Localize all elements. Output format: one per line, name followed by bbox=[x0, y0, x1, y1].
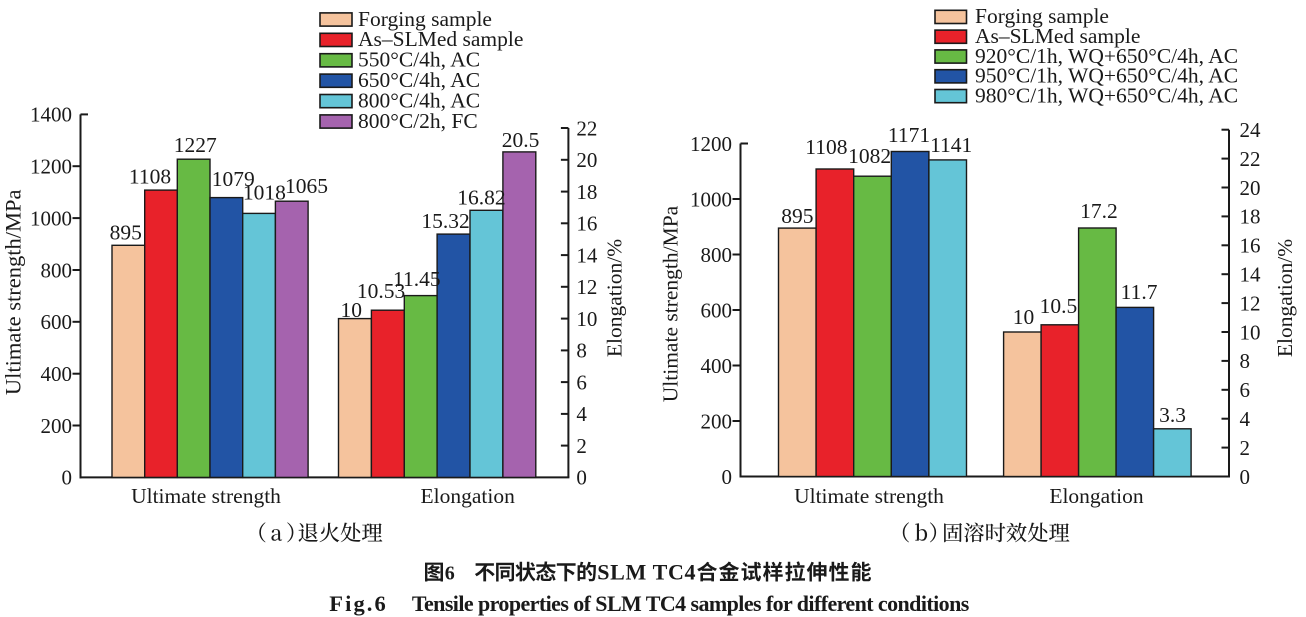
svg-text:4: 4 bbox=[576, 402, 587, 426]
svg-text:10: 10 bbox=[576, 307, 597, 331]
svg-text:1200: 1200 bbox=[690, 132, 732, 156]
svg-text:1108: 1108 bbox=[805, 135, 847, 159]
svg-text:0: 0 bbox=[576, 466, 587, 490]
svg-text:16: 16 bbox=[1240, 234, 1261, 258]
svg-text:1079: 1079 bbox=[212, 167, 255, 191]
svg-text:10.53: 10.53 bbox=[357, 279, 405, 303]
svg-text:10.5: 10.5 bbox=[1040, 294, 1078, 318]
svg-text:895: 895 bbox=[110, 221, 142, 245]
svg-text:12: 12 bbox=[576, 275, 597, 299]
svg-text:600: 600 bbox=[41, 310, 73, 334]
svg-text:6: 6 bbox=[1240, 378, 1251, 402]
svg-text:20: 20 bbox=[1240, 176, 1261, 200]
svg-text:10: 10 bbox=[341, 298, 363, 322]
svg-text:Elongation: Elongation bbox=[1049, 484, 1144, 508]
svg-text:Fig.6: Fig.6 bbox=[329, 591, 386, 616]
svg-text:11.45: 11.45 bbox=[393, 267, 441, 291]
svg-text:Tensile properties of SLM TC4: Tensile properties of SLM TC4 samples fo… bbox=[412, 591, 970, 616]
svg-text:1000: 1000 bbox=[690, 187, 732, 211]
svg-text:1200: 1200 bbox=[30, 155, 72, 179]
svg-text:As–SLMed sample: As–SLMed sample bbox=[358, 27, 523, 51]
svg-text:1082: 1082 bbox=[848, 144, 891, 168]
svg-text:980°C/1h, WQ+650°C/4h, AC: 980°C/1h, WQ+650°C/4h, AC bbox=[975, 83, 1238, 107]
svg-text:Elongation: Elongation bbox=[421, 484, 516, 508]
svg-text:15.32: 15.32 bbox=[421, 209, 469, 233]
svg-text:0: 0 bbox=[62, 466, 73, 490]
svg-text:1000: 1000 bbox=[30, 206, 72, 230]
svg-text:895: 895 bbox=[781, 204, 813, 228]
svg-text:8: 8 bbox=[576, 339, 587, 363]
svg-text:0: 0 bbox=[1240, 465, 1251, 489]
svg-text:650°C/4h, AC: 650°C/4h, AC bbox=[358, 68, 480, 92]
svg-text:24: 24 bbox=[1240, 118, 1262, 142]
svg-text:Elongation/%: Elongation/% bbox=[1273, 239, 1297, 357]
svg-text:Ultimate strength: Ultimate strength bbox=[794, 484, 944, 508]
svg-text:18: 18 bbox=[1240, 205, 1261, 229]
svg-text:Ultimate strength/MPa: Ultimate strength/MPa bbox=[659, 205, 683, 402]
svg-text:18: 18 bbox=[576, 180, 597, 204]
svg-text:3.3: 3.3 bbox=[1159, 403, 1186, 427]
svg-text:1108: 1108 bbox=[129, 165, 171, 189]
svg-text:1065: 1065 bbox=[285, 174, 328, 198]
svg-text:20: 20 bbox=[576, 148, 597, 172]
svg-text:20.5: 20.5 bbox=[502, 128, 540, 152]
svg-text:600: 600 bbox=[701, 298, 733, 322]
svg-text:950°C/1h, WQ+650°C/4h, AC: 950°C/1h, WQ+650°C/4h, AC bbox=[975, 64, 1238, 88]
svg-text:Forging sample: Forging sample bbox=[358, 7, 492, 31]
svg-text:Elongation/%: Elongation/% bbox=[602, 239, 626, 357]
svg-text:800°C/2h, FC: 800°C/2h, FC bbox=[358, 109, 478, 133]
svg-text:8: 8 bbox=[1240, 349, 1251, 373]
svg-text:As–SLMed sample: As–SLMed sample bbox=[975, 24, 1140, 48]
svg-text:Forging sample: Forging sample bbox=[975, 4, 1109, 28]
svg-text:10: 10 bbox=[1013, 305, 1035, 329]
svg-text:920°C/1h, WQ+650°C/4h, AC: 920°C/1h, WQ+650°C/4h, AC bbox=[975, 44, 1238, 68]
svg-text:6: 6 bbox=[576, 370, 587, 394]
svg-text:800: 800 bbox=[41, 258, 73, 282]
svg-text:2: 2 bbox=[1240, 436, 1251, 460]
svg-text:SLM TC4: SLM TC4 bbox=[597, 560, 695, 585]
svg-text:400: 400 bbox=[701, 354, 733, 378]
svg-text:800: 800 bbox=[701, 243, 733, 267]
svg-text:1141: 1141 bbox=[930, 133, 972, 157]
svg-text:200: 200 bbox=[701, 409, 733, 433]
svg-text:11.7: 11.7 bbox=[1121, 280, 1158, 304]
svg-text:Ultimate strength/MPa: Ultimate strength/MPa bbox=[1, 189, 26, 395]
svg-text:550°C/4h, AC: 550°C/4h, AC bbox=[358, 48, 480, 72]
svg-text:22: 22 bbox=[576, 116, 597, 140]
svg-text:10: 10 bbox=[1240, 320, 1261, 344]
svg-text:2: 2 bbox=[576, 434, 587, 458]
svg-text:1227: 1227 bbox=[174, 133, 217, 157]
svg-text:1400: 1400 bbox=[30, 103, 72, 127]
svg-text:17.2: 17.2 bbox=[1080, 199, 1118, 223]
svg-text:16.82: 16.82 bbox=[457, 185, 505, 209]
svg-text:800°C/4h, AC: 800°C/4h, AC bbox=[358, 88, 480, 112]
svg-text:4: 4 bbox=[1240, 407, 1251, 431]
svg-text:14: 14 bbox=[1240, 263, 1262, 287]
svg-text:6: 6 bbox=[445, 563, 455, 585]
svg-text:16: 16 bbox=[576, 212, 597, 236]
svg-text:14: 14 bbox=[576, 243, 598, 267]
svg-text:22: 22 bbox=[1240, 147, 1261, 171]
svg-text:Ultimate strength: Ultimate strength bbox=[131, 484, 281, 508]
svg-text:0: 0 bbox=[722, 465, 733, 489]
svg-text:1018: 1018 bbox=[243, 181, 286, 205]
svg-text:400: 400 bbox=[41, 362, 73, 386]
svg-text:12: 12 bbox=[1240, 291, 1261, 315]
svg-text:1171: 1171 bbox=[888, 123, 930, 147]
svg-text:200: 200 bbox=[41, 414, 73, 438]
